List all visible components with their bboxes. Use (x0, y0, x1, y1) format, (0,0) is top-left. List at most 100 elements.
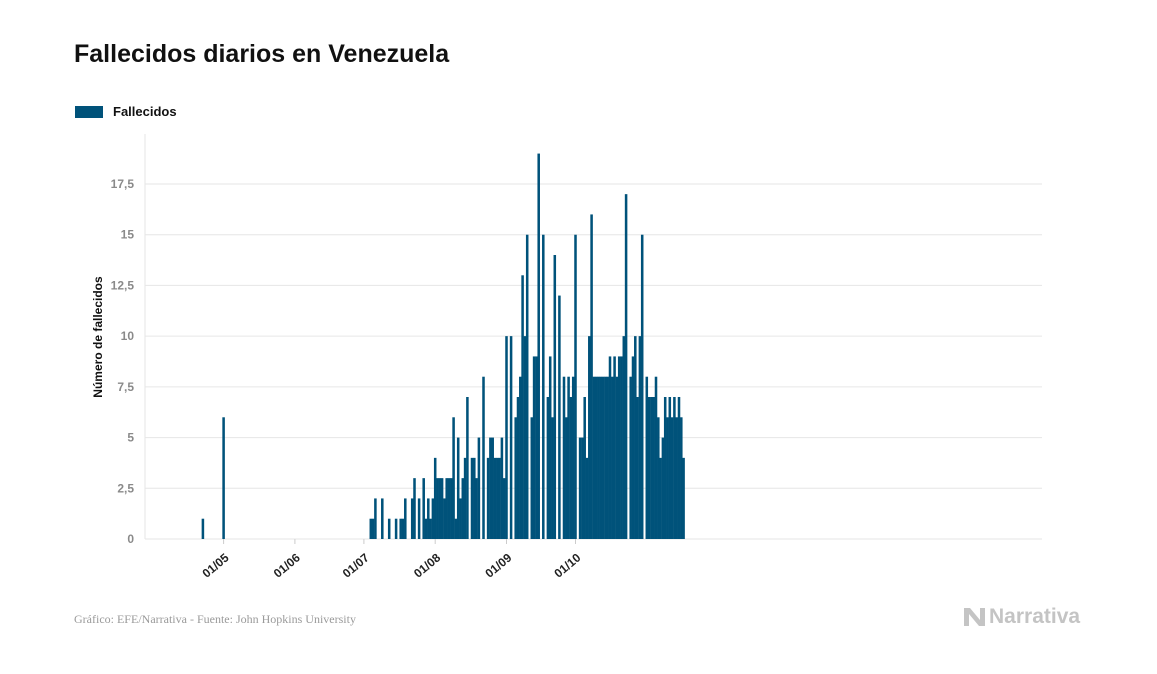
bar (574, 234, 577, 539)
source-note: Gráfico: EFE/Narrativa - Fuente: John Ho… (74, 612, 356, 626)
bar (620, 356, 623, 539)
bar (436, 478, 439, 539)
bar (532, 356, 536, 539)
bar (530, 417, 534, 539)
bar (381, 498, 384, 539)
bar (450, 478, 453, 539)
bar (677, 397, 681, 539)
bar (502, 478, 506, 539)
y-axis-label: Número de fallecidos (91, 276, 105, 398)
bar (615, 376, 619, 539)
bar (654, 376, 658, 539)
y-tick-label: 15 (121, 228, 135, 242)
bar (588, 336, 591, 539)
chart-title: Fallecidos diarios en Venezuela (74, 40, 450, 68)
bar (470, 457, 474, 539)
bar (606, 376, 609, 539)
bar (611, 376, 614, 539)
bar (652, 397, 655, 539)
x-tick-label: 01/07 (340, 550, 372, 580)
bar (498, 457, 501, 539)
bar (581, 437, 584, 539)
bar (537, 153, 540, 539)
bar (657, 417, 660, 539)
legend-swatch (75, 105, 103, 118)
bar (680, 417, 683, 539)
bar (443, 498, 446, 539)
bar (486, 457, 490, 539)
bar (634, 336, 637, 539)
bar (452, 417, 455, 539)
bar (567, 376, 570, 539)
bar (640, 234, 644, 539)
bar (440, 478, 444, 539)
bar (447, 478, 451, 539)
brand-logo: Narrativa (964, 605, 1080, 629)
bar (535, 356, 538, 539)
bar (422, 478, 425, 539)
bar (546, 397, 550, 539)
bar (505, 336, 508, 539)
bar (647, 397, 651, 539)
bar (594, 376, 598, 539)
bar (645, 376, 649, 539)
bar (413, 478, 416, 539)
bar (516, 397, 520, 539)
y-tick-label: 12,5 (111, 278, 135, 292)
y-tick-label: 10 (121, 329, 135, 343)
bar (617, 356, 621, 539)
bar (445, 478, 448, 539)
bar (590, 214, 593, 539)
bar (650, 397, 653, 539)
bar (578, 437, 582, 539)
bar (542, 234, 545, 539)
legend-label: Fallecidos (113, 104, 177, 119)
bar (659, 457, 662, 539)
bar (675, 417, 678, 539)
bar (456, 437, 460, 539)
bar (509, 336, 513, 539)
bar (519, 376, 522, 539)
bar (569, 397, 573, 539)
bar (608, 356, 612, 539)
brand-name: Narrativa (989, 605, 1081, 628)
bar (466, 397, 469, 539)
bar (477, 437, 481, 539)
bar (624, 194, 628, 539)
bar (629, 376, 632, 539)
bar (369, 518, 373, 539)
bar (521, 275, 524, 539)
bar (489, 437, 492, 539)
bar (585, 457, 589, 539)
bar (599, 376, 603, 539)
bar (371, 518, 375, 539)
bar (597, 376, 600, 539)
bar (473, 457, 476, 539)
x-tick-label: 01/06 (271, 550, 303, 580)
y-tick-label: 2,5 (117, 481, 134, 495)
bar (558, 295, 561, 539)
bar (401, 518, 405, 539)
bar (463, 457, 467, 539)
bar (454, 518, 458, 539)
bar (222, 417, 225, 539)
bar (496, 457, 499, 539)
bar (399, 518, 402, 539)
bar (482, 376, 485, 539)
bar (548, 356, 552, 539)
bar (374, 498, 377, 539)
y-tick-label: 0 (127, 532, 134, 546)
bar (525, 234, 529, 539)
x-axis: 01/05 01/06 01/07 01/08 01/09 01/10 (200, 539, 584, 581)
bar (417, 498, 421, 539)
bar (661, 437, 665, 539)
bar (638, 336, 642, 539)
bar (670, 417, 674, 539)
x-tick-label: 01/08 (411, 550, 443, 580)
bar (668, 397, 672, 539)
bar (631, 356, 635, 539)
bar (613, 356, 616, 539)
bar (663, 397, 667, 539)
bar (459, 498, 462, 539)
bar (493, 457, 497, 539)
